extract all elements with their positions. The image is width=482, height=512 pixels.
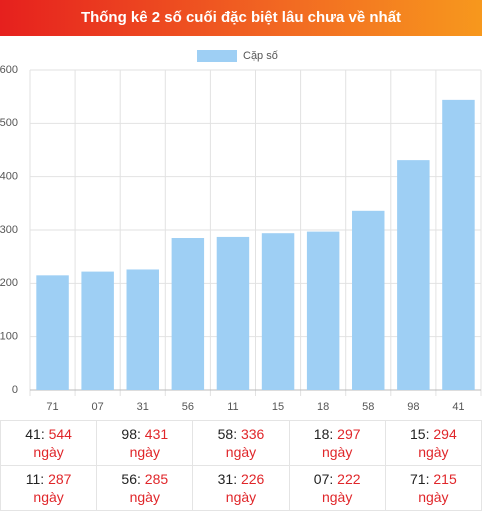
y-tick-label: 500 <box>0 117 18 129</box>
stats-table: 41: 544 ngày 98: 431 ngày 58: 336 ngày 18: 297… <box>0 420 482 511</box>
cell-unit: ngày <box>418 489 449 505</box>
x-tick-label: 58 <box>362 401 374 413</box>
cell-key: 41 <box>25 426 41 442</box>
bar <box>261 233 295 390</box>
cell-value: 336 <box>240 426 265 442</box>
table-cell: 41: 544 ngày <box>0 420 98 466</box>
cell-unit: ngày <box>321 489 353 505</box>
cell-value: 287 <box>48 471 72 487</box>
cell-value: 431 <box>144 426 169 442</box>
legend-swatch <box>197 50 237 62</box>
table-cell: 11: 287 ngày <box>0 465 98 511</box>
cell-key: 07 <box>313 471 330 487</box>
cell-key: 31 <box>217 471 234 487</box>
cell-value: 226 <box>240 471 265 487</box>
chart: Cặp số 0 100 200 300 400 500 600 71 07 31 56 11 15 18 5… <box>0 50 482 413</box>
table-cell: 31: 226 ngày <box>192 465 290 511</box>
x-tick-label: 07 <box>92 401 104 413</box>
cell-value: 215 <box>433 471 457 487</box>
cell-value: 285 <box>144 471 169 487</box>
header-title: Thống kê 2 số cuối đặc biệt lâu chưa về … <box>0 0 482 36</box>
table-cell: 71: 215 ngày <box>384 465 482 511</box>
x-tick-label: 41 <box>452 401 464 413</box>
x-tick-label: 18 <box>317 401 329 413</box>
cell-key: 18 <box>313 426 330 442</box>
table-cell: 07: 222 ngày <box>288 465 386 511</box>
x-tick-label: 56 <box>182 401 194 413</box>
cell-unit: ngày <box>33 489 64 505</box>
table-cell: 56: 285 ngày <box>96 465 194 511</box>
y-tick-label: 600 <box>0 64 18 76</box>
bar <box>306 231 340 390</box>
cell-key: 15 <box>410 426 426 442</box>
bar <box>442 99 475 390</box>
table-row: 11: 287 ngày 56: 285 ngày 31: 226 ngày 07: 222… <box>0 465 482 511</box>
cell-value: 544 <box>48 426 72 442</box>
cell-unit: ngày <box>321 444 353 460</box>
bar <box>36 275 69 390</box>
cell-value: 222 <box>337 471 361 487</box>
x-tick-label: 11 <box>227 401 238 413</box>
y-tick-label: 200 <box>0 277 18 289</box>
bar <box>171 238 205 390</box>
bar <box>397 160 430 390</box>
y-tick-label: 0 <box>12 384 18 396</box>
table-cell: 15: 294 ngày <box>384 420 482 466</box>
cell-unit: ngày <box>418 444 449 460</box>
cell-key: 98 <box>121 426 137 442</box>
y-tick-label: 100 <box>0 331 18 343</box>
x-tick-label: 15 <box>272 401 284 413</box>
cell-value: 297 <box>337 426 361 442</box>
table-cell: 18: 297 ngày <box>288 420 386 466</box>
table-cell: 58: 336 ngày <box>192 420 290 466</box>
x-tick-label: 98 <box>407 401 419 413</box>
legend-label: Cặp số <box>243 50 278 62</box>
cell-unit: ngày <box>33 444 64 460</box>
table-row: 41: 544 ngày 98: 431 ngày 58: 336 ngày 18: 297… <box>0 420 482 466</box>
bar <box>126 269 159 390</box>
cell-key: 71 <box>410 471 426 487</box>
cell-value: 294 <box>433 426 457 442</box>
cell-unit: ngày <box>225 489 257 505</box>
cell-key: 58 <box>217 426 234 442</box>
x-tick-label: 31 <box>137 401 149 413</box>
y-tick-label: 300 <box>0 224 18 236</box>
cell-key: 11 <box>25 471 41 487</box>
bar <box>352 210 385 390</box>
table-cell: 98: 431 ngày <box>96 420 194 466</box>
cell-unit: ngày <box>129 489 160 505</box>
bar <box>81 271 114 390</box>
x-tick-label: 71 <box>46 401 58 413</box>
cell-unit: ngày <box>129 444 160 460</box>
bar <box>216 236 250 390</box>
y-tick-label: 400 <box>0 171 18 183</box>
cell-unit: ngày <box>225 444 257 460</box>
cell-key: 56 <box>121 471 137 487</box>
